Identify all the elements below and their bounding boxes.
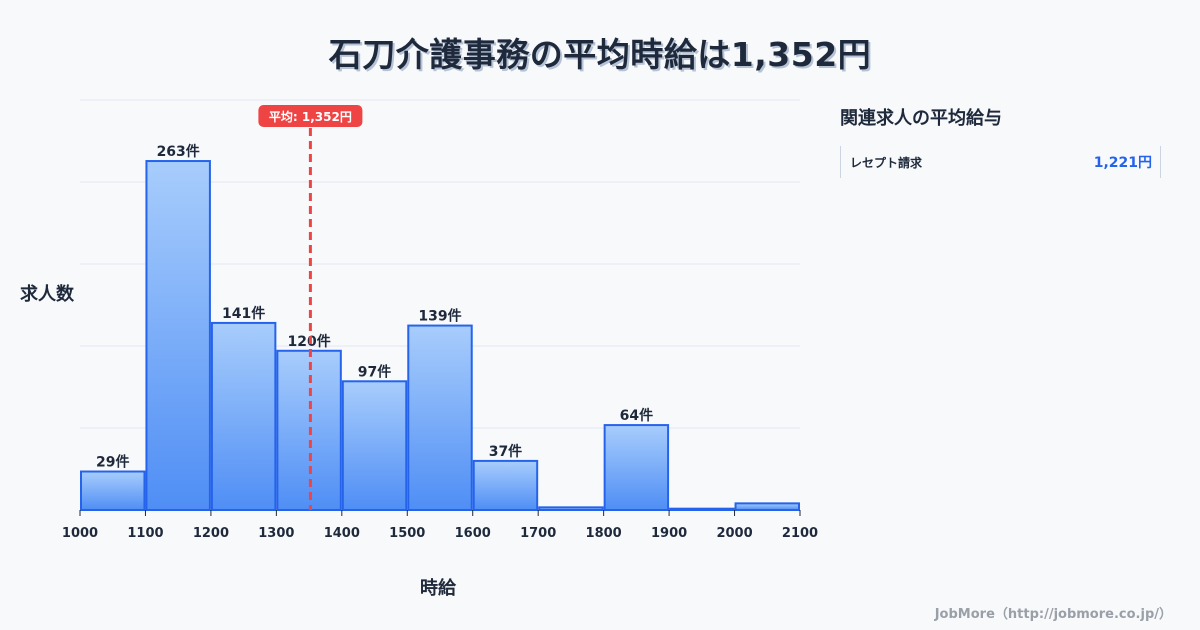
x-tick-label: 2100 [782, 526, 818, 541]
histogram-bar[interactable]: 139件 [407, 308, 473, 511]
y-axis-label: 求人数 [20, 284, 74, 305]
bar-value-label: 97件 [358, 363, 391, 380]
mean-line: 平均: 1,352円 [258, 105, 363, 510]
histogram-bar[interactable]: 37件 [472, 443, 539, 512]
x-tick-label: 1800 [586, 526, 622, 541]
related-job-wage: 1,221円 [1093, 155, 1152, 171]
x-axis: 1000 1100 1200 1300 1400 1500 1600 1700 1800 1900… [62, 510, 818, 541]
mean-badge [258, 105, 363, 127]
mean-label: 平均: 1,352円 [269, 109, 352, 124]
histogram-chart: 29件263件141件120件97件139件37件64件 10001100120… [62, 99, 818, 541]
bar-value-label: 37件 [489, 443, 522, 460]
x-tick-label: 1600 [455, 526, 491, 541]
x-axis-label: 時給 [420, 578, 456, 599]
x-tick-label: 2000 [716, 526, 752, 541]
x-tick-label: 1400 [324, 526, 360, 541]
related-job-item[interactable]: レセプト請求 1,221円 [840, 146, 1161, 178]
histogram-bar[interactable] [734, 502, 801, 511]
footer-credit: JobMore（http://jobmore.co.jp/） [934, 607, 1172, 622]
bar-value-label: 139件 [418, 308, 461, 325]
x-tick-label: 1100 [127, 526, 163, 541]
x-tick-label: 1200 [193, 526, 229, 541]
histogram-bar[interactable]: 263件 [145, 143, 211, 511]
histogram-bar[interactable]: 64件 [603, 407, 670, 511]
histogram-bar[interactable]: 97件 [341, 363, 408, 511]
bar-value-label: 141件 [222, 305, 265, 322]
histogram-bar[interactable] [669, 507, 735, 511]
x-tick-label: 1700 [520, 526, 556, 541]
x-tick-label: 1500 [389, 526, 425, 541]
bar-value-label: 29件 [96, 454, 129, 471]
page-title: 石刀介護事務の平均時給は1,352円 [328, 35, 872, 74]
histogram-bar[interactable] [538, 506, 604, 512]
x-tick-label: 1900 [651, 526, 687, 541]
bar-value-label: 263件 [157, 143, 200, 160]
related-job-name: レセプト請求 [850, 155, 923, 170]
bar-value-label: 64件 [620, 407, 653, 424]
histogram-bar[interactable]: 29件 [80, 454, 146, 511]
x-tick-label: 1000 [62, 526, 98, 541]
bars: 29件263件141件120件97件139件37件64件 [80, 143, 801, 512]
histogram-bar[interactable]: 141件 [210, 305, 277, 511]
related-jobs-title: 関連求人の平均給与 [840, 108, 1002, 129]
x-tick-label: 1300 [258, 526, 294, 541]
